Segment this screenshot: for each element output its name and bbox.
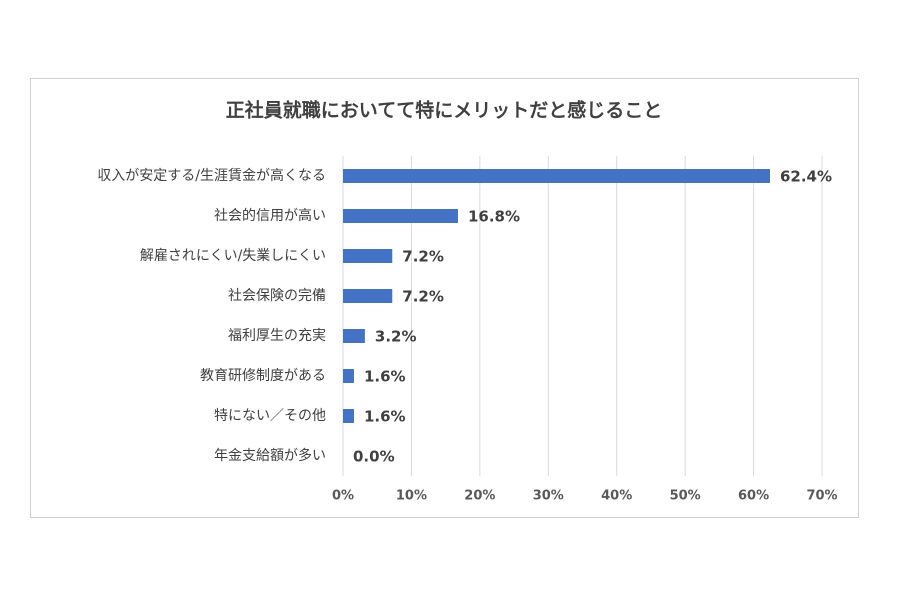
x-tick-label: 60% bbox=[738, 489, 769, 504]
x-tick-label: 10% bbox=[396, 489, 427, 504]
category-label: 社会的信用が高い bbox=[214, 207, 326, 224]
category-label: 特にない／その他 bbox=[214, 408, 326, 424]
chart-frame bbox=[30, 78, 859, 518]
category-label: 年金支給額が多い bbox=[214, 447, 326, 464]
x-tick-label: 0% bbox=[332, 489, 354, 504]
x-tick-label: 30% bbox=[533, 489, 564, 504]
category-label: 解雇されにくい/失業しにくい bbox=[140, 247, 326, 264]
bar bbox=[343, 249, 393, 263]
x-tick-label: 70% bbox=[806, 489, 837, 504]
value-label: 16.8% bbox=[468, 208, 520, 226]
x-tick-label: 50% bbox=[670, 489, 701, 504]
bar bbox=[343, 169, 770, 183]
x-tick-label: 40% bbox=[601, 489, 632, 504]
category-label: 収入が安定する/生涯賃金が高くなる bbox=[97, 167, 326, 184]
category-label: 社会保険の完備 bbox=[228, 288, 326, 304]
value-label: 3.2% bbox=[375, 328, 417, 346]
bar bbox=[343, 409, 354, 423]
category-label: 教育研修制度がある bbox=[200, 368, 326, 384]
bar bbox=[343, 369, 354, 383]
bar bbox=[343, 329, 365, 343]
bar bbox=[343, 209, 458, 223]
x-tick-label: 20% bbox=[464, 489, 495, 504]
value-label: 1.6% bbox=[364, 408, 406, 426]
value-label: 62.4% bbox=[780, 168, 832, 186]
category-label: 福利厚生の充実 bbox=[228, 328, 326, 344]
value-label: 7.2% bbox=[402, 288, 444, 306]
value-label: 7.2% bbox=[402, 248, 444, 266]
value-label: 1.6% bbox=[364, 368, 406, 386]
chart-title: 正社員就職においてて特にメリットだと感じること bbox=[226, 99, 662, 122]
value-label: 0.0% bbox=[353, 448, 395, 466]
bar bbox=[343, 289, 393, 303]
